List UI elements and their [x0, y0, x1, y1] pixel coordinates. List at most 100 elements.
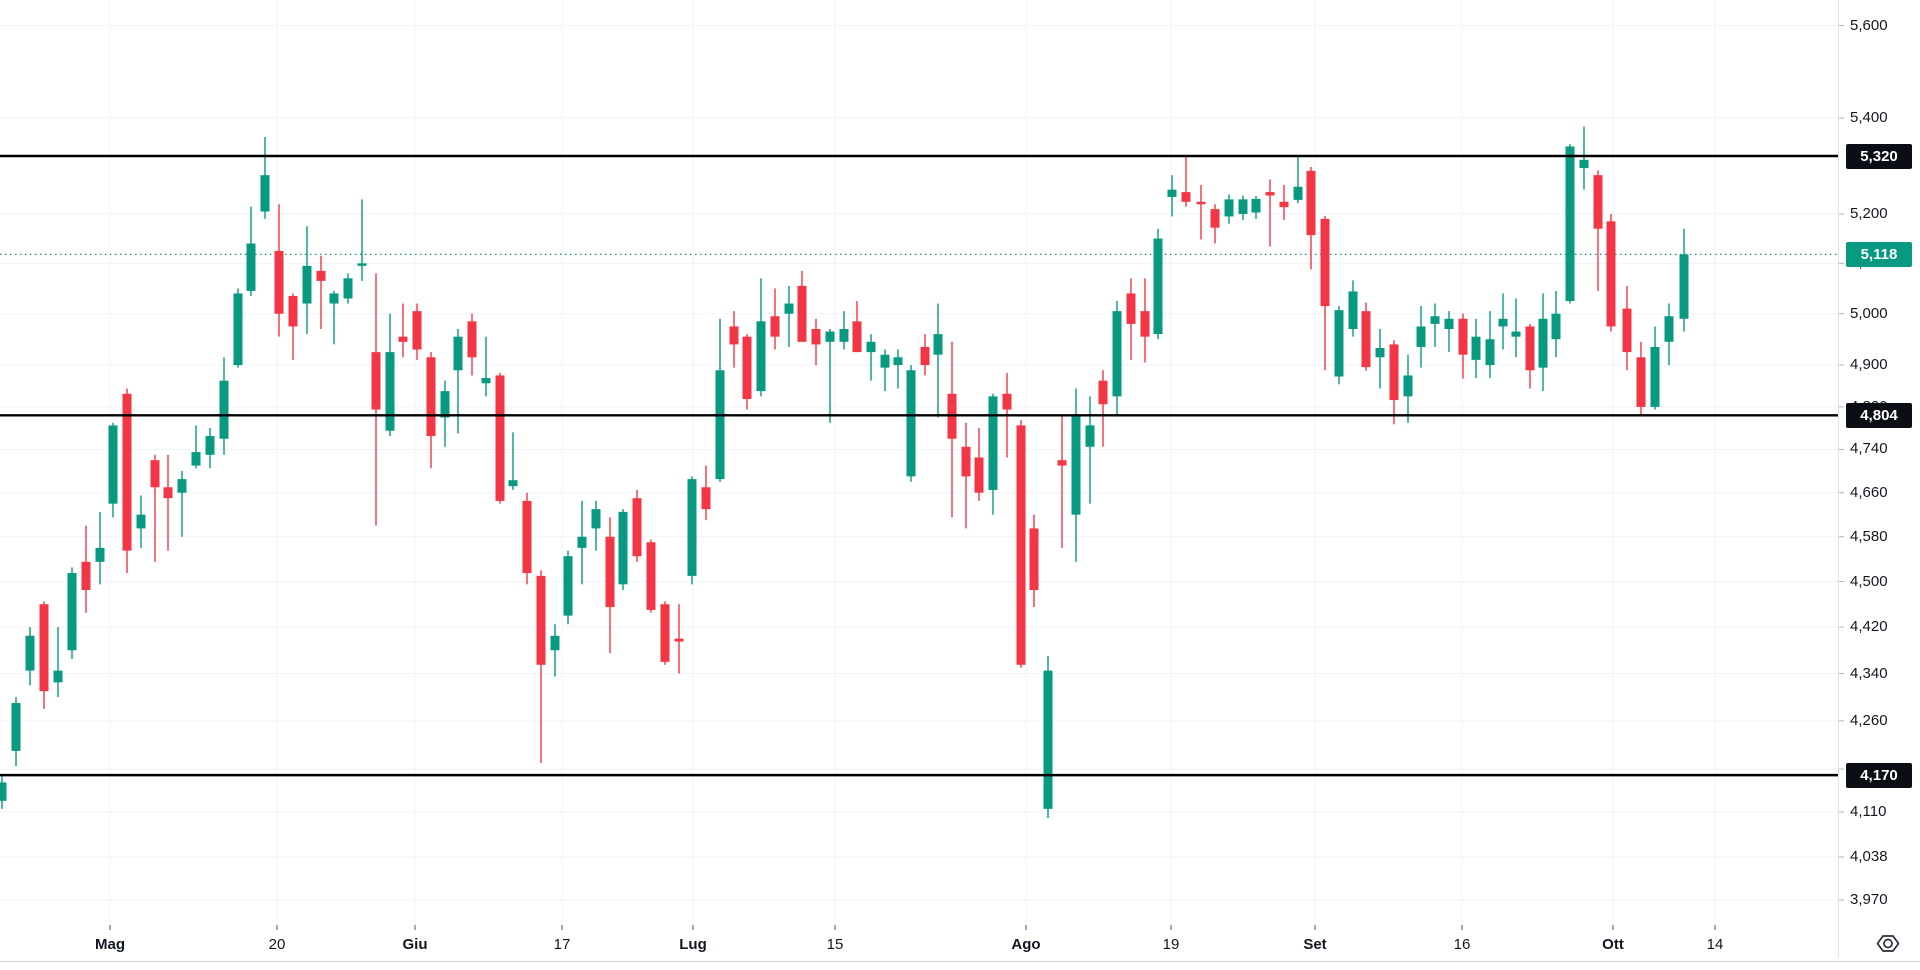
candle-body-up[interactable]	[329, 293, 339, 304]
candle-body-down[interactable]	[742, 336, 752, 399]
settings-gear-icon[interactable]	[1874, 932, 1902, 956]
candle-body-up[interactable]	[687, 479, 697, 576]
candle-body-up[interactable]	[205, 436, 215, 455]
candle-body-up[interactable]	[246, 243, 256, 291]
candle-body-down[interactable]	[1265, 192, 1275, 196]
candle-body-down[interactable]	[316, 270, 326, 281]
candle-body-up[interactable]	[1334, 310, 1344, 377]
candle-body-up[interactable]	[0, 782, 7, 801]
candle-body-up[interactable]	[1579, 159, 1589, 168]
candle-body-down[interactable]	[1458, 318, 1468, 355]
candle-body-up[interactable]	[25, 635, 35, 671]
candle-body-up[interactable]	[1498, 318, 1508, 327]
candle-body-down[interactable]	[1606, 221, 1616, 327]
candle-body-up[interactable]	[191, 452, 201, 466]
candle-body-up[interactable]	[1224, 199, 1234, 217]
candle-body-up[interactable]	[618, 511, 628, 585]
candle-body-up[interactable]	[1085, 425, 1095, 447]
candle-body-up[interactable]	[1538, 318, 1548, 368]
candle-body-down[interactable]	[467, 321, 477, 358]
candle-body-up[interactable]	[260, 175, 270, 212]
candle-body-down[interactable]	[1002, 393, 1012, 410]
candle-body-up[interactable]	[481, 378, 491, 384]
candle-body-up[interactable]	[784, 303, 794, 314]
candle-body-up[interactable]	[67, 573, 77, 651]
candle-body-up[interactable]	[1167, 189, 1177, 197]
candle-body-up[interactable]	[825, 331, 835, 342]
candle-body-down[interactable]	[495, 375, 505, 501]
candle-body-up[interactable]	[1444, 318, 1454, 329]
candle-body-up[interactable]	[508, 480, 518, 487]
candle-body-up[interactable]	[1416, 326, 1426, 347]
candle-body-down[interactable]	[1098, 380, 1108, 405]
candle-body-down[interactable]	[39, 604, 49, 692]
candle-body-down[interactable]	[674, 638, 684, 642]
candle-body-down[interactable]	[1525, 326, 1535, 371]
candle-body-down[interactable]	[1016, 425, 1026, 665]
candle-body-down[interactable]	[1196, 201, 1206, 205]
candle-body-up[interactable]	[1679, 254, 1689, 319]
candle-body-up[interactable]	[1511, 331, 1521, 337]
candle-body-up[interactable]	[1071, 414, 1081, 515]
candle-body-down[interactable]	[920, 346, 930, 366]
candle-body-down[interactable]	[122, 393, 132, 551]
candle-body-up[interactable]	[1043, 670, 1053, 809]
candle-body-down[interactable]	[1622, 308, 1632, 353]
candle-body-up[interactable]	[1664, 316, 1674, 342]
candle-body-down[interactable]	[1389, 344, 1399, 401]
candle-body-down[interactable]	[701, 487, 711, 510]
candle-body-up[interactable]	[988, 396, 998, 490]
candle-body-down[interactable]	[1361, 311, 1371, 368]
candle-body-down[interactable]	[1140, 311, 1150, 337]
candle-body-up[interactable]	[11, 703, 21, 751]
candle-body-up[interactable]	[906, 370, 916, 477]
candle-body-down[interactable]	[398, 336, 408, 342]
candle-body-up[interactable]	[1238, 199, 1248, 214]
candle-body-down[interactable]	[1636, 357, 1646, 407]
candle-body-down[interactable]	[426, 357, 436, 437]
candle-body-down[interactable]	[852, 321, 862, 353]
candle-body-down[interactable]	[371, 352, 381, 410]
candle-body-up[interactable]	[1551, 313, 1561, 340]
candle-body-up[interactable]	[136, 514, 146, 529]
candle-body-up[interactable]	[1112, 311, 1122, 397]
candle-body-down[interactable]	[412, 311, 422, 350]
candle-body-up[interactable]	[177, 479, 187, 493]
candle-body-down[interactable]	[605, 536, 615, 608]
candle-body-down[interactable]	[150, 460, 160, 488]
candle-body-up[interactable]	[343, 278, 353, 299]
candle-body-down[interactable]	[961, 446, 971, 477]
candle-body-down[interactable]	[522, 500, 532, 574]
candle-body-down[interactable]	[660, 604, 670, 662]
level-price-badge[interactable]: 5,320	[1846, 143, 1912, 169]
candle-body-up[interactable]	[866, 341, 876, 353]
candle-body-up[interactable]	[1565, 146, 1575, 302]
candle-body-up[interactable]	[1485, 339, 1495, 366]
candle-body-up[interactable]	[1650, 346, 1660, 407]
candle-body-down[interactable]	[1279, 201, 1289, 208]
candle-body-down[interactable]	[536, 575, 546, 665]
candle-body-up[interactable]	[1430, 316, 1440, 324]
candle-body-down[interactable]	[1126, 293, 1136, 324]
candle-body-up[interactable]	[715, 370, 725, 480]
candle-body-down[interactable]	[1181, 192, 1191, 202]
level-price-badge[interactable]: 4,170	[1846, 762, 1912, 788]
candle-body-down[interactable]	[274, 250, 284, 314]
candle-body-down[interactable]	[811, 328, 821, 345]
candle-body-up[interactable]	[233, 293, 243, 366]
candle-body-up[interactable]	[880, 354, 890, 368]
candle-body-down[interactable]	[288, 295, 298, 327]
candle-body-down[interactable]	[729, 326, 739, 345]
candle-body-up[interactable]	[440, 391, 450, 418]
candle-body-up[interactable]	[95, 547, 105, 562]
candle-body-up[interactable]	[219, 380, 229, 439]
candle-body-up[interactable]	[1375, 347, 1385, 358]
candle-body-down[interactable]	[1057, 460, 1067, 466]
candle-body-up[interactable]	[1403, 375, 1413, 397]
candle-body-down[interactable]	[1593, 175, 1603, 229]
candle-body-up[interactable]	[591, 509, 601, 529]
candle-body-up[interactable]	[577, 536, 587, 548]
candle-body-down[interactable]	[797, 285, 807, 342]
candle-body-down[interactable]	[646, 542, 656, 610]
